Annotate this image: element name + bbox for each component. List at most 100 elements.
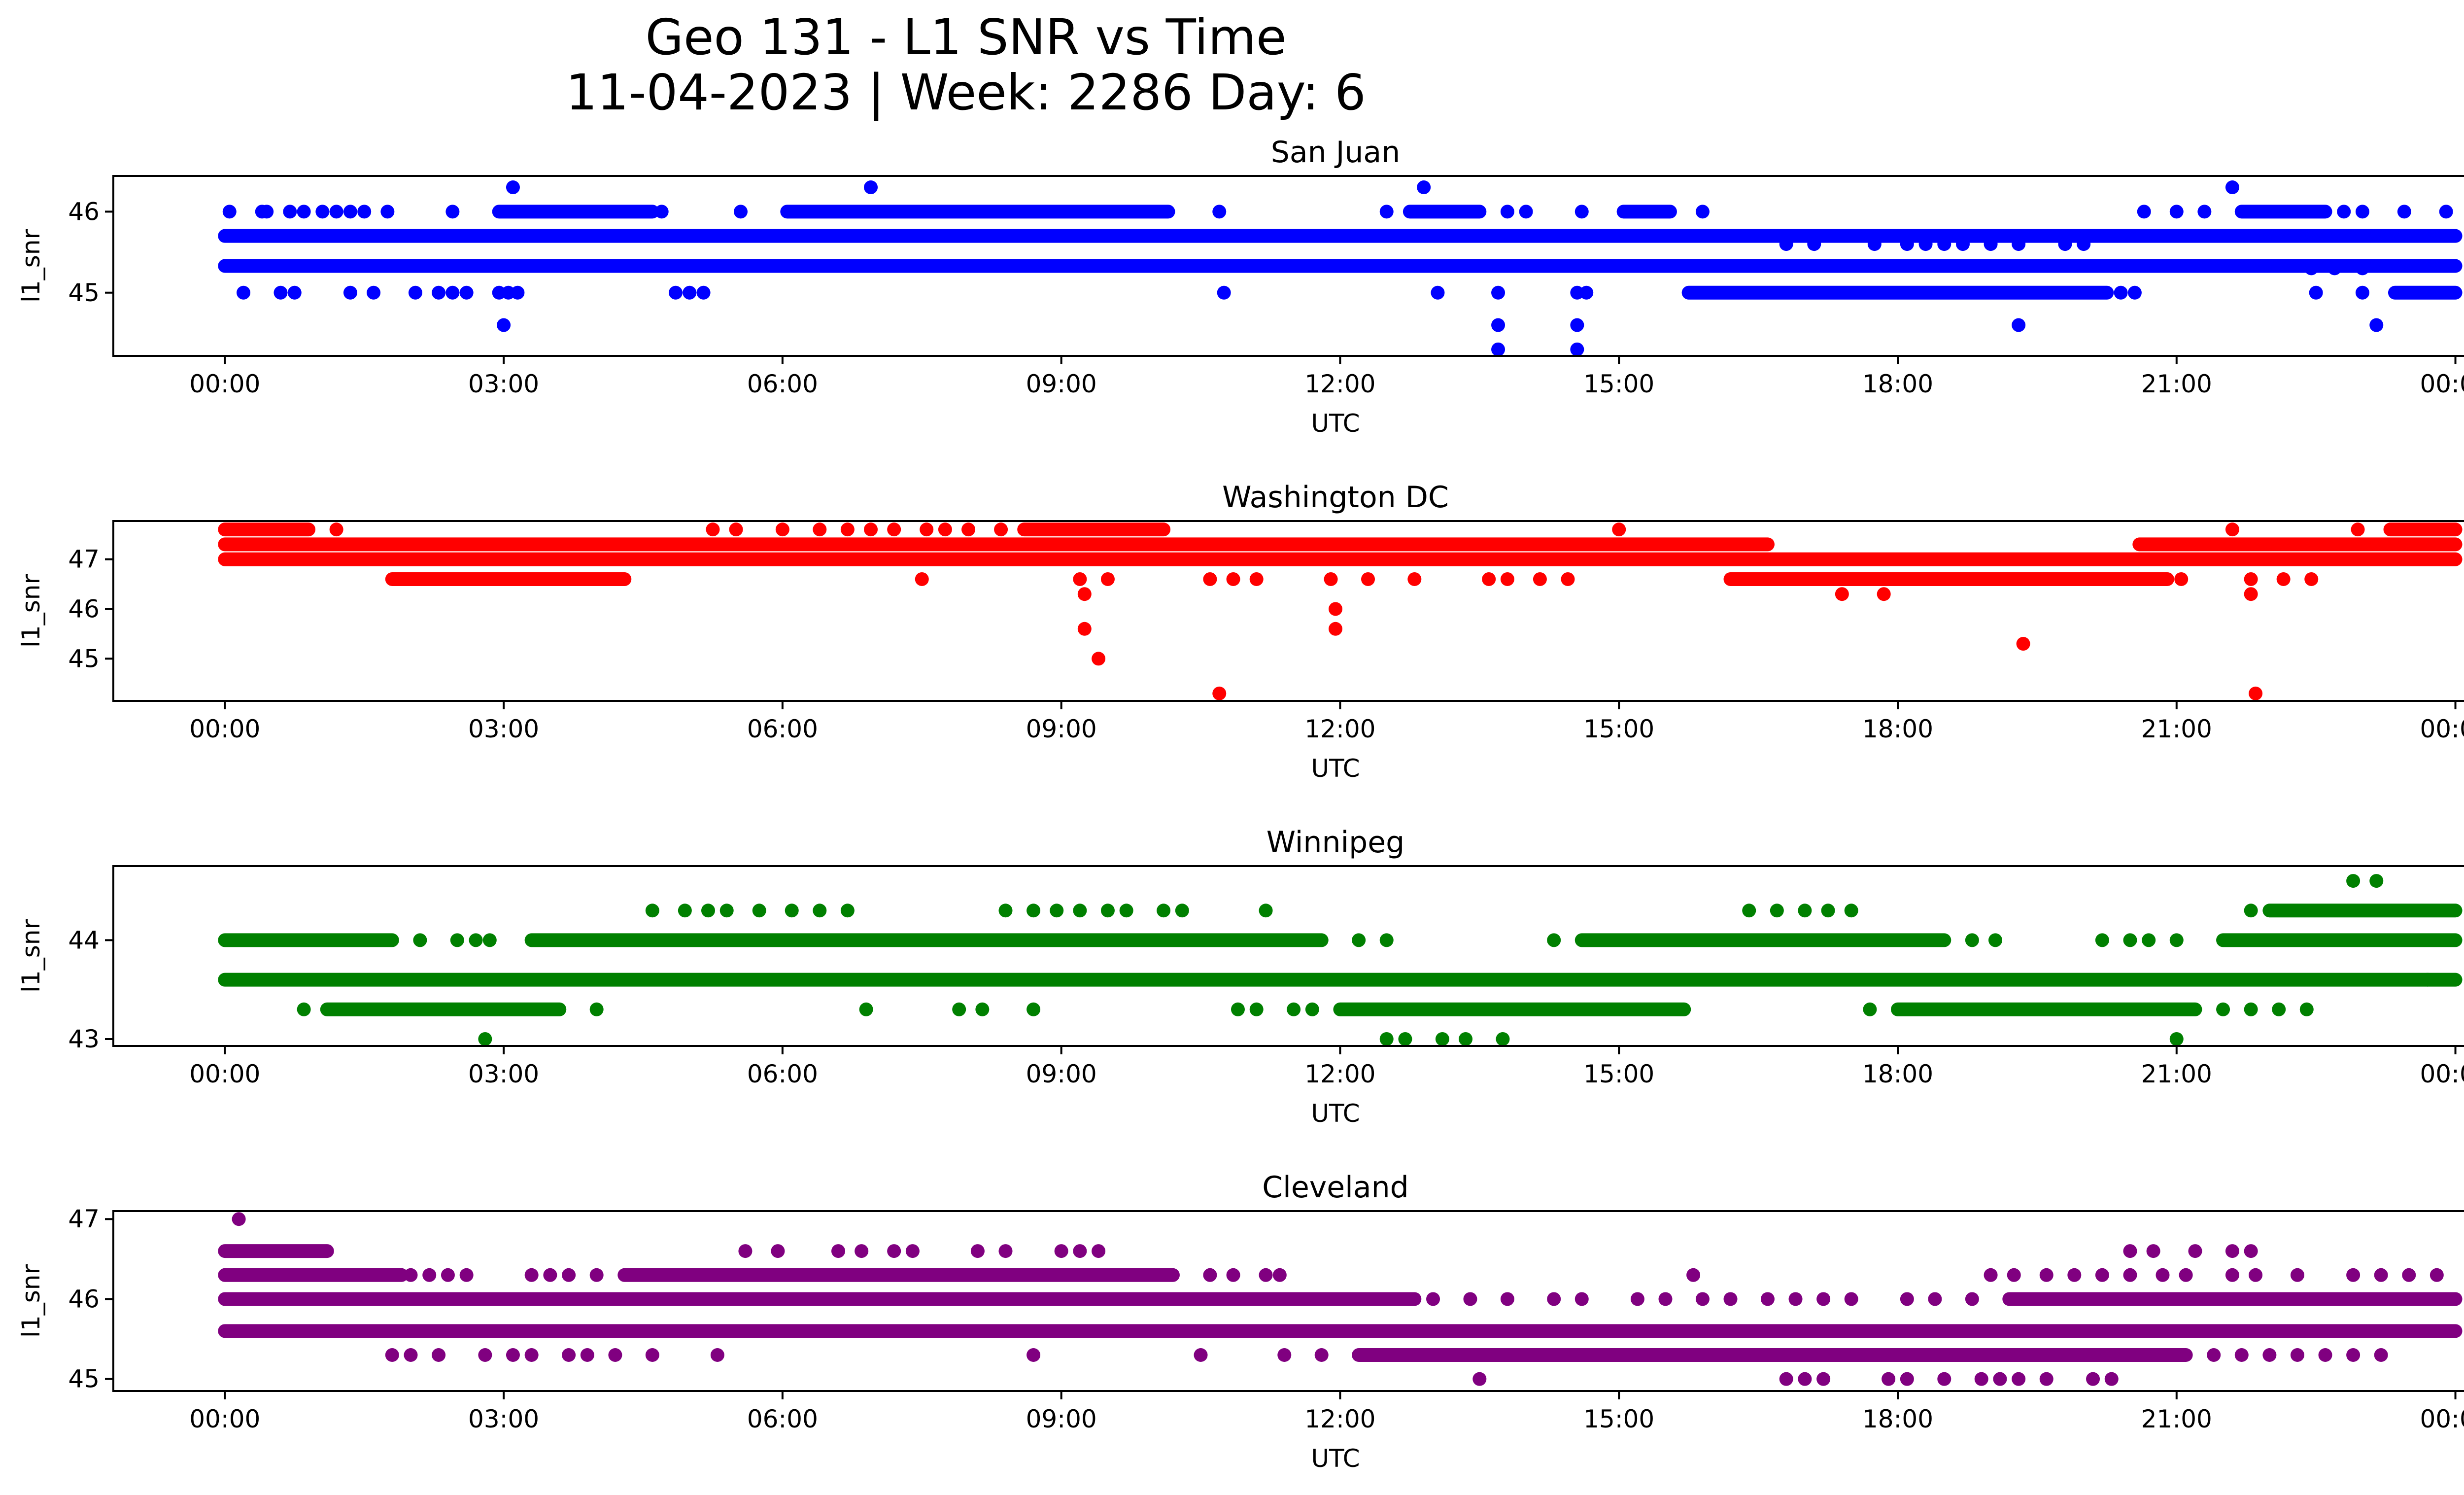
data-point — [2104, 1372, 2119, 1386]
data-point — [1993, 1372, 2007, 1386]
y-tick-label: 46 — [68, 197, 100, 226]
data-point — [1398, 1032, 1412, 1046]
data-point — [422, 1268, 437, 1282]
data-point — [2346, 874, 2361, 888]
data-point — [2249, 686, 2263, 700]
data-point — [1570, 342, 1584, 356]
data-point — [1760, 1292, 1775, 1306]
data-point — [864, 522, 878, 537]
subplot-3: Cleveland 00:00 03:00 06:00 09:00 12:00 15:00 1… — [17, 1170, 2464, 1473]
data-point — [1686, 1268, 1701, 1282]
data-point — [1500, 572, 1514, 586]
x-tick-label: 12:00 — [1304, 1060, 1375, 1088]
data-point — [2225, 522, 2239, 537]
data-point — [678, 904, 692, 918]
data-point — [1092, 652, 1106, 666]
data-point — [2304, 261, 2319, 276]
data-point — [478, 1348, 492, 1362]
data-point — [562, 1348, 576, 1362]
data-point — [1259, 1268, 1273, 1282]
data-point — [357, 205, 372, 219]
data-point — [459, 1268, 474, 1282]
data-point — [738, 1244, 753, 1258]
subplot-2: Winnipeg 00:00 03:00 06:00 09:00 12:00 15:00 18… — [17, 825, 2464, 1128]
data-point — [2309, 285, 2323, 300]
axes-frame — [112, 865, 2464, 1047]
subplot-title: San Juan — [1271, 135, 1400, 170]
x-tick-label: 09:00 — [1026, 715, 1097, 743]
data-point — [260, 205, 274, 219]
data-point — [580, 1348, 594, 1362]
data-point — [2225, 1244, 2239, 1258]
data-point — [1407, 572, 1422, 586]
data-point — [2318, 1348, 2332, 1362]
data-point — [1965, 933, 1979, 947]
data-point — [1779, 1372, 1793, 1386]
x-tick-label: 00:00 — [189, 370, 260, 398]
data-point — [938, 522, 952, 537]
data-point — [2127, 285, 2142, 300]
data-point — [287, 285, 302, 300]
data-point — [1844, 1292, 1858, 1306]
x-tick-label: 06:00 — [747, 370, 818, 398]
data-point — [1788, 1292, 1803, 1306]
data-point — [2174, 572, 2189, 586]
data-point — [1119, 904, 1133, 918]
y-tick-label: 45 — [68, 1365, 100, 1393]
x-tick-label: 06:00 — [747, 715, 818, 743]
data-point — [1547, 1292, 1561, 1306]
y-tick-label: 44 — [68, 926, 100, 954]
data-point — [920, 522, 934, 537]
data-point — [237, 285, 251, 300]
data-point — [813, 522, 827, 537]
data-point — [1900, 1292, 1914, 1306]
data-point — [432, 1348, 446, 1362]
data-point — [994, 522, 1008, 537]
data-point — [482, 933, 497, 947]
data-point — [445, 205, 460, 219]
subplot-1: Washington DC 00:00 03:00 06:00 09:00 12:00 15… — [17, 480, 2464, 783]
data-point — [1077, 622, 1092, 636]
data-point — [998, 1244, 1013, 1258]
data-point — [2225, 180, 2239, 195]
data-point — [2439, 205, 2453, 219]
data-point — [2276, 572, 2291, 586]
data-point — [1798, 1372, 1812, 1386]
x-tick-label: 03:00 — [468, 1060, 539, 1088]
data-point — [1092, 1244, 1106, 1258]
data-point — [1194, 1348, 1208, 1362]
data-point — [1491, 285, 1506, 300]
data-point — [975, 1002, 990, 1016]
data-point — [1073, 1244, 1087, 1258]
data-point — [2197, 205, 2212, 219]
data-point — [1426, 1292, 1440, 1306]
data-point — [274, 285, 288, 300]
x-tick-label: 03:00 — [468, 370, 539, 398]
axes-frame — [112, 1210, 2464, 1392]
data-point — [343, 205, 357, 219]
data-point — [2216, 1002, 2230, 1016]
data-point — [1965, 1292, 1979, 1306]
subplot-0: San Juan 00:00 03:00 06:00 09:00 12:00 15:00 18… — [17, 135, 2464, 438]
data-point — [1203, 1268, 1217, 1282]
data-point — [2290, 1268, 2304, 1282]
data-point — [2007, 1268, 2021, 1282]
x-tick-label: 00:00 — [189, 1405, 260, 1433]
data-point — [775, 522, 789, 537]
data-point — [1844, 904, 1858, 918]
data-point — [1984, 237, 1998, 251]
data-point — [497, 318, 511, 332]
data-point — [562, 1268, 576, 1282]
data-point — [1231, 1002, 1245, 1016]
x-tick-label: 21:00 — [2141, 370, 2212, 398]
data-point — [2207, 1348, 2221, 1362]
data-point — [2355, 205, 2369, 219]
data-point — [1463, 1292, 1477, 1306]
data-point — [1882, 1372, 1896, 1386]
data-point — [840, 522, 855, 537]
data-point — [297, 205, 311, 219]
data-point — [1928, 1292, 1942, 1306]
data-points — [218, 522, 2463, 700]
x-tick-label: 18:00 — [1862, 1405, 1933, 1433]
data-point — [2374, 1348, 2388, 1362]
